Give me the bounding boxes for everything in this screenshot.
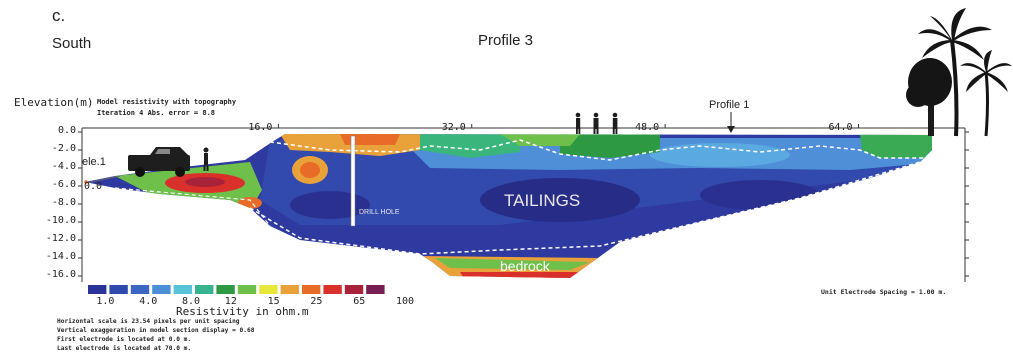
palm-tree-icon [918, 8, 992, 137]
plot-label: Model resistivity with topography [97, 98, 237, 106]
orange-lens-core [300, 162, 320, 178]
direction-label: South [52, 35, 92, 52]
tailings-core-west [290, 191, 370, 219]
colorbar-swatch [216, 285, 235, 294]
green-zone-2 [560, 134, 660, 158]
colorbar-swatch [130, 285, 150, 294]
electrode-elevation-label: 0.0 [84, 181, 103, 192]
y-tick-label: -10.0 [45, 215, 76, 226]
unit-electrode-spacing: Unit Electrode Spacing = 1.00 m. [821, 288, 947, 296]
x-tick-label: 16.0 [248, 122, 273, 133]
red-orange-surface-zone [340, 134, 400, 145]
colorbar-swatch [237, 285, 257, 294]
x-tick-label: 32.0 [441, 122, 466, 133]
drill-hole [350, 135, 356, 227]
west-boundary-line [114, 187, 271, 227]
y-tick-marks [78, 131, 969, 277]
colorbar-tick-label: 8.0 [182, 296, 201, 307]
colorbar-title: Resistivity in ohm.m [176, 305, 309, 318]
colorbar-swatch [366, 285, 385, 294]
palm-tree-small-icon [960, 50, 1012, 137]
y-tick-label: -4.0 [51, 161, 76, 172]
footnote-line: Horizontal scale is 23.54 pixels per uni… [57, 318, 240, 325]
y-axis-label: Elevation(m) [14, 96, 94, 109]
y-tick-label: -8.0 [51, 197, 76, 208]
profile-marker-arrow [727, 112, 735, 133]
x-tick-label: 48.0 [635, 122, 660, 133]
drill-hole-label: DRILL HOLE [359, 209, 400, 216]
colorbar-swatch [109, 285, 128, 294]
y-tick-label: -2.0 [51, 143, 76, 154]
light-blue-lens [650, 143, 790, 167]
colorbar-swatch [88, 285, 107, 294]
colorbar-tick-label: 12 [224, 296, 237, 307]
colorbar-tick-label: 4.0 [139, 296, 158, 307]
x-tick-label: 64.0 [828, 122, 853, 133]
west-maroon-zone [185, 177, 225, 187]
colorbar-tick-label: 65 [353, 296, 366, 307]
electrode-label: ele.1 [82, 156, 106, 168]
resistivity-section [85, 134, 932, 278]
tailings-base-line [249, 161, 921, 255]
zone-label: TAILINGS [504, 191, 581, 210]
bedrock-red-band [460, 272, 580, 278]
colorbar-tick-label: 100 [396, 296, 415, 307]
colorbar-tick-label: 15 [267, 296, 280, 307]
tailings-core-east [700, 180, 820, 210]
electrode-1-marker [84, 180, 88, 184]
truck-icon [128, 147, 190, 177]
footnote-line: First electrode is located at 0.0 m. [57, 336, 192, 343]
x-tick-marks [277, 124, 859, 128]
y-tick-label: 0.0 [57, 125, 76, 136]
colorbar-swatch [280, 285, 299, 294]
y-tick-label: -16.0 [45, 269, 76, 280]
colorbar-swatch [152, 285, 171, 294]
colorbar-swatch [323, 285, 342, 294]
colorbar [88, 285, 385, 294]
y-tick-label: -12.0 [45, 233, 76, 244]
y-tick-label: -6.0 [51, 179, 76, 190]
colorbar-swatch [302, 285, 321, 294]
person-icon [203, 147, 209, 171]
colorbar-swatch [173, 285, 192, 294]
footnote-line: Vertical exaggeration in model section d… [57, 327, 255, 334]
colorbar-swatch [344, 285, 364, 294]
colorbar-swatch [195, 285, 214, 294]
colorbar-tick-label: 25 [310, 296, 323, 307]
ground-line [85, 175, 121, 184]
colorbar-swatch [259, 285, 278, 294]
profile-marker-label: Profile 1 [709, 99, 750, 111]
people-group-icon [575, 112, 618, 134]
y-tick-label: -14.0 [45, 251, 76, 262]
green-zone-1 [420, 134, 520, 158]
green-zone-3 [860, 134, 932, 158]
tailings-core [480, 178, 640, 222]
chart-title: Profile 3 [478, 32, 534, 49]
lime-zone [500, 134, 580, 146]
footnote-line: Last electrode is located at 70.0 m. [57, 345, 192, 352]
iteration-label: Iteration 4 Abs. error = 8.8 [97, 109, 216, 117]
upper-boundary-line [269, 139, 932, 161]
bedrock-green-band [435, 258, 590, 270]
tree-icon [906, 58, 952, 136]
bedrock-label: bedrock [500, 258, 550, 274]
colorbar-tick-label: 1.0 [96, 296, 115, 307]
panel-letter: c. [52, 6, 66, 25]
